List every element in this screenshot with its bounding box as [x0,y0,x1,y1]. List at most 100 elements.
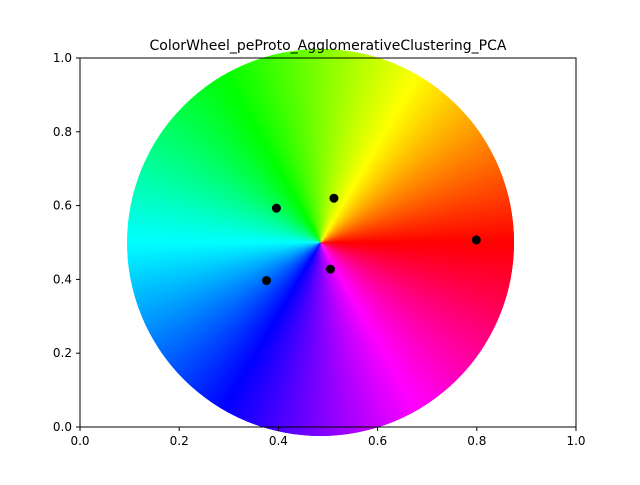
wheel-wedge [127,177,321,243]
wheel-wedge [320,74,442,243]
axes-frame [79,57,577,428]
wheel-wedge [276,242,321,436]
wheel-wedge [320,242,514,284]
wheel-wedge [320,242,506,334]
wheel-wedge [149,127,321,243]
wheel-wedge [320,242,514,311]
wheel-wedge [127,205,321,243]
wheel-wedge [320,59,415,243]
wheel-wedge [127,198,321,243]
wheel-wedge [320,79,448,243]
wheel-wedge [199,242,321,411]
wheel-wedge [262,242,321,436]
wheel-wedge [320,49,389,243]
wheel-wedge [127,184,321,243]
wheel-wedge [320,242,505,337]
wheel-wedge [196,242,321,409]
wheel-wedge [132,157,321,243]
wheel-wedge [269,242,321,436]
wheel-wedge [127,208,321,243]
data-point [471,235,481,245]
wheel-wedge [202,242,321,413]
wheel-wedge [320,242,514,287]
data-point [329,193,339,203]
wheel-wedge [320,49,358,243]
wheel-wedge [320,49,348,243]
wheel-wedge [208,242,321,416]
wheel-wedge [320,49,355,243]
wheel-wedge [150,124,321,243]
x-tick-label: 1.0 [566,434,585,448]
wheel-wedge [127,194,321,243]
wheel-wedge [143,136,321,243]
wheel-wedge [320,242,503,340]
wheel-wedge [320,53,402,243]
wheel-wedge [320,72,439,243]
wheel-wedge [320,49,365,243]
wheel-wedge [320,242,514,314]
wheel-wedge [138,145,321,243]
wheel-wedge [320,242,514,259]
ticks-layer: 0.0 0.2 0.4 0.6 0.8 1.0 0.0 0.2 0.4 0.6 0.8 1.0 [53,51,586,448]
wheel-wedge [283,242,321,436]
wheel-wedge [320,67,430,243]
wheel-wedge [145,133,321,243]
y-tick-label: 1.0 [53,51,72,65]
wheel-wedge [131,161,321,243]
wheel-wedge [290,242,321,436]
wheel-wedge [135,151,321,243]
wheel-wedge [320,242,514,304]
wheel-wedge [320,242,514,294]
wheel-wedge [320,52,399,243]
wheel-wedge [141,139,321,243]
wheel-wedge [236,242,321,431]
wheel-wedge [127,219,321,243]
wheel-wedge [320,242,476,380]
wheel-wedge [249,242,321,436]
x-tick-label: 0.8 [467,434,486,448]
wheel-wedge [259,242,321,436]
wheel-wedge [320,242,514,308]
wheel-wedge [320,87,459,243]
wheel-wedge [127,171,321,243]
wheel-wedge [320,242,513,318]
data-point [271,203,281,213]
wheel-wedge [320,242,494,355]
wheel-wedge [320,242,514,291]
wheel-wedge [127,174,321,243]
wheel-wedge [127,201,321,243]
wheel-wedge [286,242,321,436]
wheel-wedge [320,50,396,243]
wheel-wedge [127,222,321,243]
wheel-wedge [134,154,321,243]
wheel-wedge [320,242,493,358]
wheel-wedge [320,49,379,243]
wheel-wedge [320,242,489,364]
wheel-wedge [137,148,321,243]
wheel-wedge [127,181,321,243]
wheel-wedge [127,229,321,243]
wheel-wedge [320,242,487,367]
wheel-wedge [185,242,321,400]
wheel-wedge [320,242,514,277]
wheel-wedge [320,83,453,243]
wheel-wedge [161,110,321,243]
y-tick-label: 0.0 [53,420,72,434]
wheel-wedge [320,242,485,370]
wheel-wedge [320,242,514,301]
wheel-wedge [214,242,321,420]
wheel-wedge [320,242,480,375]
wheel-wedge [320,63,424,243]
wheel-wedge [320,56,409,243]
wheel-wedge [183,242,321,398]
wheel-wedge [217,242,321,422]
wheel-wedge [239,242,321,432]
wheel-wedge [297,242,321,436]
wheel-wedge [191,242,321,404]
wheel-wedge [300,242,321,436]
wheel-wedge [320,242,482,372]
wheel-wedge [320,49,351,243]
wheel-wedge [147,130,321,243]
wheel-wedge [320,49,334,243]
